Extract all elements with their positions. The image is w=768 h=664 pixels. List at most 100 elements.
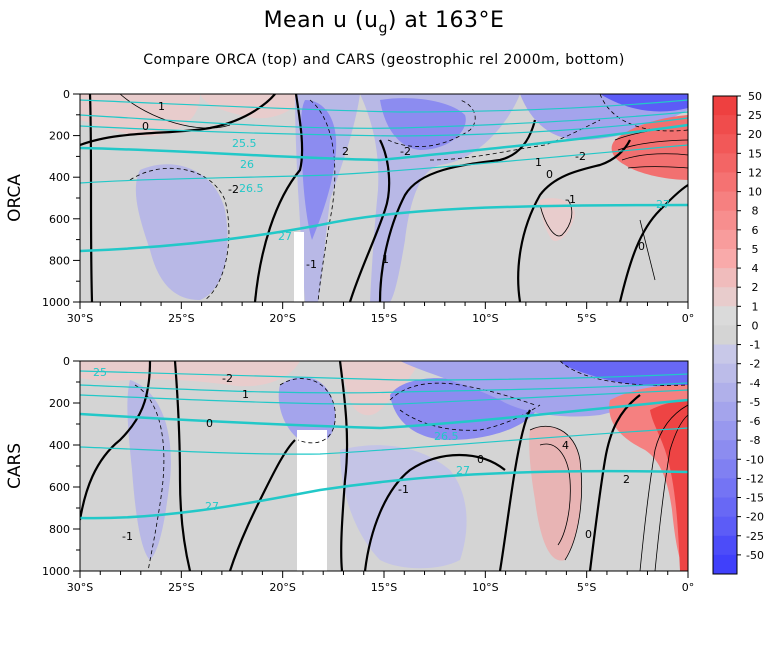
x-tick-label: 10°S bbox=[472, 312, 498, 325]
x-tick-label: 15°S bbox=[371, 581, 397, 594]
orca-negative-region bbox=[360, 94, 520, 302]
isopycnal-label: 25.5 bbox=[232, 137, 257, 150]
isopycnal-label: 26 bbox=[240, 158, 254, 171]
colorbar-label: 5 bbox=[752, 243, 759, 256]
x-tick-label: 15°S bbox=[371, 312, 397, 325]
colorbar-label: 8 bbox=[752, 205, 759, 218]
colorbar-label: -5 bbox=[750, 396, 761, 409]
cars-contours bbox=[80, 361, 688, 571]
colorbar-label: 2 bbox=[752, 281, 759, 294]
contour-label: 0 bbox=[142, 120, 149, 133]
x-tick-label: 5°S bbox=[577, 581, 596, 594]
cars-isopycnal-labels: 25 26.5 27 27 bbox=[93, 366, 470, 513]
cars-panel: -2 0 1 -1 0 4 -1 0 2 25 26.5 27 27 CARS … bbox=[5, 355, 694, 594]
isopycnal-label: 26.5 bbox=[434, 430, 459, 443]
y-tick-label: 400 bbox=[49, 439, 70, 452]
colorbar-swatch bbox=[713, 325, 737, 346]
isopycnal-label: 27 bbox=[656, 198, 670, 211]
colorbar-label: 50 bbox=[748, 90, 762, 103]
isopycnal-label: 26.5 bbox=[239, 182, 264, 195]
y-tick-label: 400 bbox=[49, 171, 70, 184]
x-tick-label: 25°S bbox=[168, 581, 194, 594]
colorbar-label: -20 bbox=[746, 511, 764, 524]
y-tick-label: 800 bbox=[49, 254, 70, 267]
colorbar-label: 0 bbox=[752, 319, 759, 332]
contour-label: -1 bbox=[398, 483, 409, 496]
contour-label: 0 bbox=[638, 240, 645, 253]
orca-missing-data bbox=[294, 232, 304, 302]
isopycnal-label: 27 bbox=[278, 230, 292, 243]
colorbar-swatch bbox=[713, 421, 737, 441]
y-tick-label: 600 bbox=[49, 481, 70, 494]
colorbar-label: 10 bbox=[748, 186, 762, 199]
y-tick-label: 200 bbox=[49, 130, 70, 143]
colorbar-swatch bbox=[713, 459, 737, 479]
colorbar-swatch bbox=[713, 229, 737, 250]
cars-missing-data bbox=[297, 430, 327, 571]
colorbar-swatch bbox=[713, 306, 737, 326]
x-tick-label: 30°S bbox=[67, 581, 93, 594]
colorbar-swatch bbox=[713, 115, 737, 135]
contour-label: -1 bbox=[565, 193, 576, 206]
colorbar-label: 15 bbox=[748, 147, 762, 160]
x-tick-label: 10°S bbox=[472, 581, 498, 594]
chart-title: Mean u (ug) at 163°E bbox=[263, 8, 505, 37]
isopycnal-label: 27 bbox=[456, 464, 470, 477]
colorbar-swatch bbox=[713, 172, 737, 193]
orca-contour-labels: 1 0 -2 2 -1 1 -2 0 1 -2 -1 0 bbox=[142, 100, 645, 271]
isopycnal-label: 27 bbox=[205, 500, 219, 513]
y-tick-label: 0 bbox=[63, 355, 70, 368]
colorbar-label: -50 bbox=[746, 549, 764, 562]
colorbar-swatch bbox=[713, 210, 737, 231]
colorbar-swatch bbox=[713, 554, 737, 575]
contour-label: 0 bbox=[477, 453, 484, 466]
colorbar-swatch bbox=[713, 401, 737, 422]
cars-isopycnals bbox=[80, 370, 688, 520]
contour-label: 0 bbox=[585, 528, 592, 541]
colorbar-swatch bbox=[713, 287, 737, 307]
x-tick-label: 0° bbox=[682, 581, 695, 594]
colorbar-label: -12 bbox=[746, 472, 764, 485]
contour-label: -2 bbox=[400, 145, 411, 158]
cars-ylabel: CARS bbox=[5, 443, 25, 489]
colorbar-swatch bbox=[713, 268, 737, 288]
colorbar-swatch bbox=[713, 153, 737, 173]
orca-ylabel: ORCA bbox=[5, 174, 25, 222]
orca-isopycnal-labels: 25.5 26 26.5 27 27 bbox=[232, 137, 670, 243]
colorbar-swatch bbox=[713, 497, 737, 518]
colorbar-swatch bbox=[713, 516, 737, 537]
colorbar-swatch bbox=[713, 382, 737, 403]
y-tick-label: 600 bbox=[49, 213, 70, 226]
contour-label: -1 bbox=[122, 530, 133, 543]
orca-positive-region bbox=[80, 94, 200, 137]
colorbar-swatch bbox=[713, 191, 737, 212]
y-tick-label: 1000 bbox=[42, 565, 70, 578]
orca-panel: 1 0 -2 2 -1 1 -2 0 1 -2 -1 0 25.5 26 26.… bbox=[5, 88, 694, 325]
colorbar-label: 12 bbox=[748, 166, 762, 179]
y-tick-label: 1000 bbox=[42, 296, 70, 309]
contour-label: 0 bbox=[546, 168, 553, 181]
x-tick-label: 5°S bbox=[577, 312, 596, 325]
x-tick-label: 30°S bbox=[67, 312, 93, 325]
colorbar-swatch bbox=[713, 96, 737, 116]
contour-label: 2 bbox=[623, 473, 630, 486]
colorbar: 5025201512108654210-1-2-4-5-6-8-10-12-15… bbox=[712, 90, 764, 575]
contour-label: -2 bbox=[222, 372, 233, 385]
contour-label: -1 bbox=[306, 258, 317, 271]
y-tick-label: 0 bbox=[63, 88, 70, 101]
y-tick-label: 200 bbox=[49, 397, 70, 410]
colorbar-label: -25 bbox=[746, 530, 764, 543]
orca-positive-region bbox=[200, 94, 300, 119]
colorbar-label: 4 bbox=[752, 262, 759, 275]
x-tick-label: 20°S bbox=[269, 581, 295, 594]
orca-negative-region bbox=[380, 98, 466, 150]
colorbar-label: -4 bbox=[750, 377, 761, 390]
contour-label: 1 bbox=[535, 156, 542, 169]
x-tick-label: 25°S bbox=[168, 312, 194, 325]
colorbar-label: -8 bbox=[750, 434, 761, 447]
colorbar-label: 25 bbox=[748, 109, 762, 122]
x-tick-label: 20°S bbox=[269, 312, 295, 325]
contour-label: 0 bbox=[206, 417, 213, 430]
contour-label: 1 bbox=[382, 253, 389, 266]
